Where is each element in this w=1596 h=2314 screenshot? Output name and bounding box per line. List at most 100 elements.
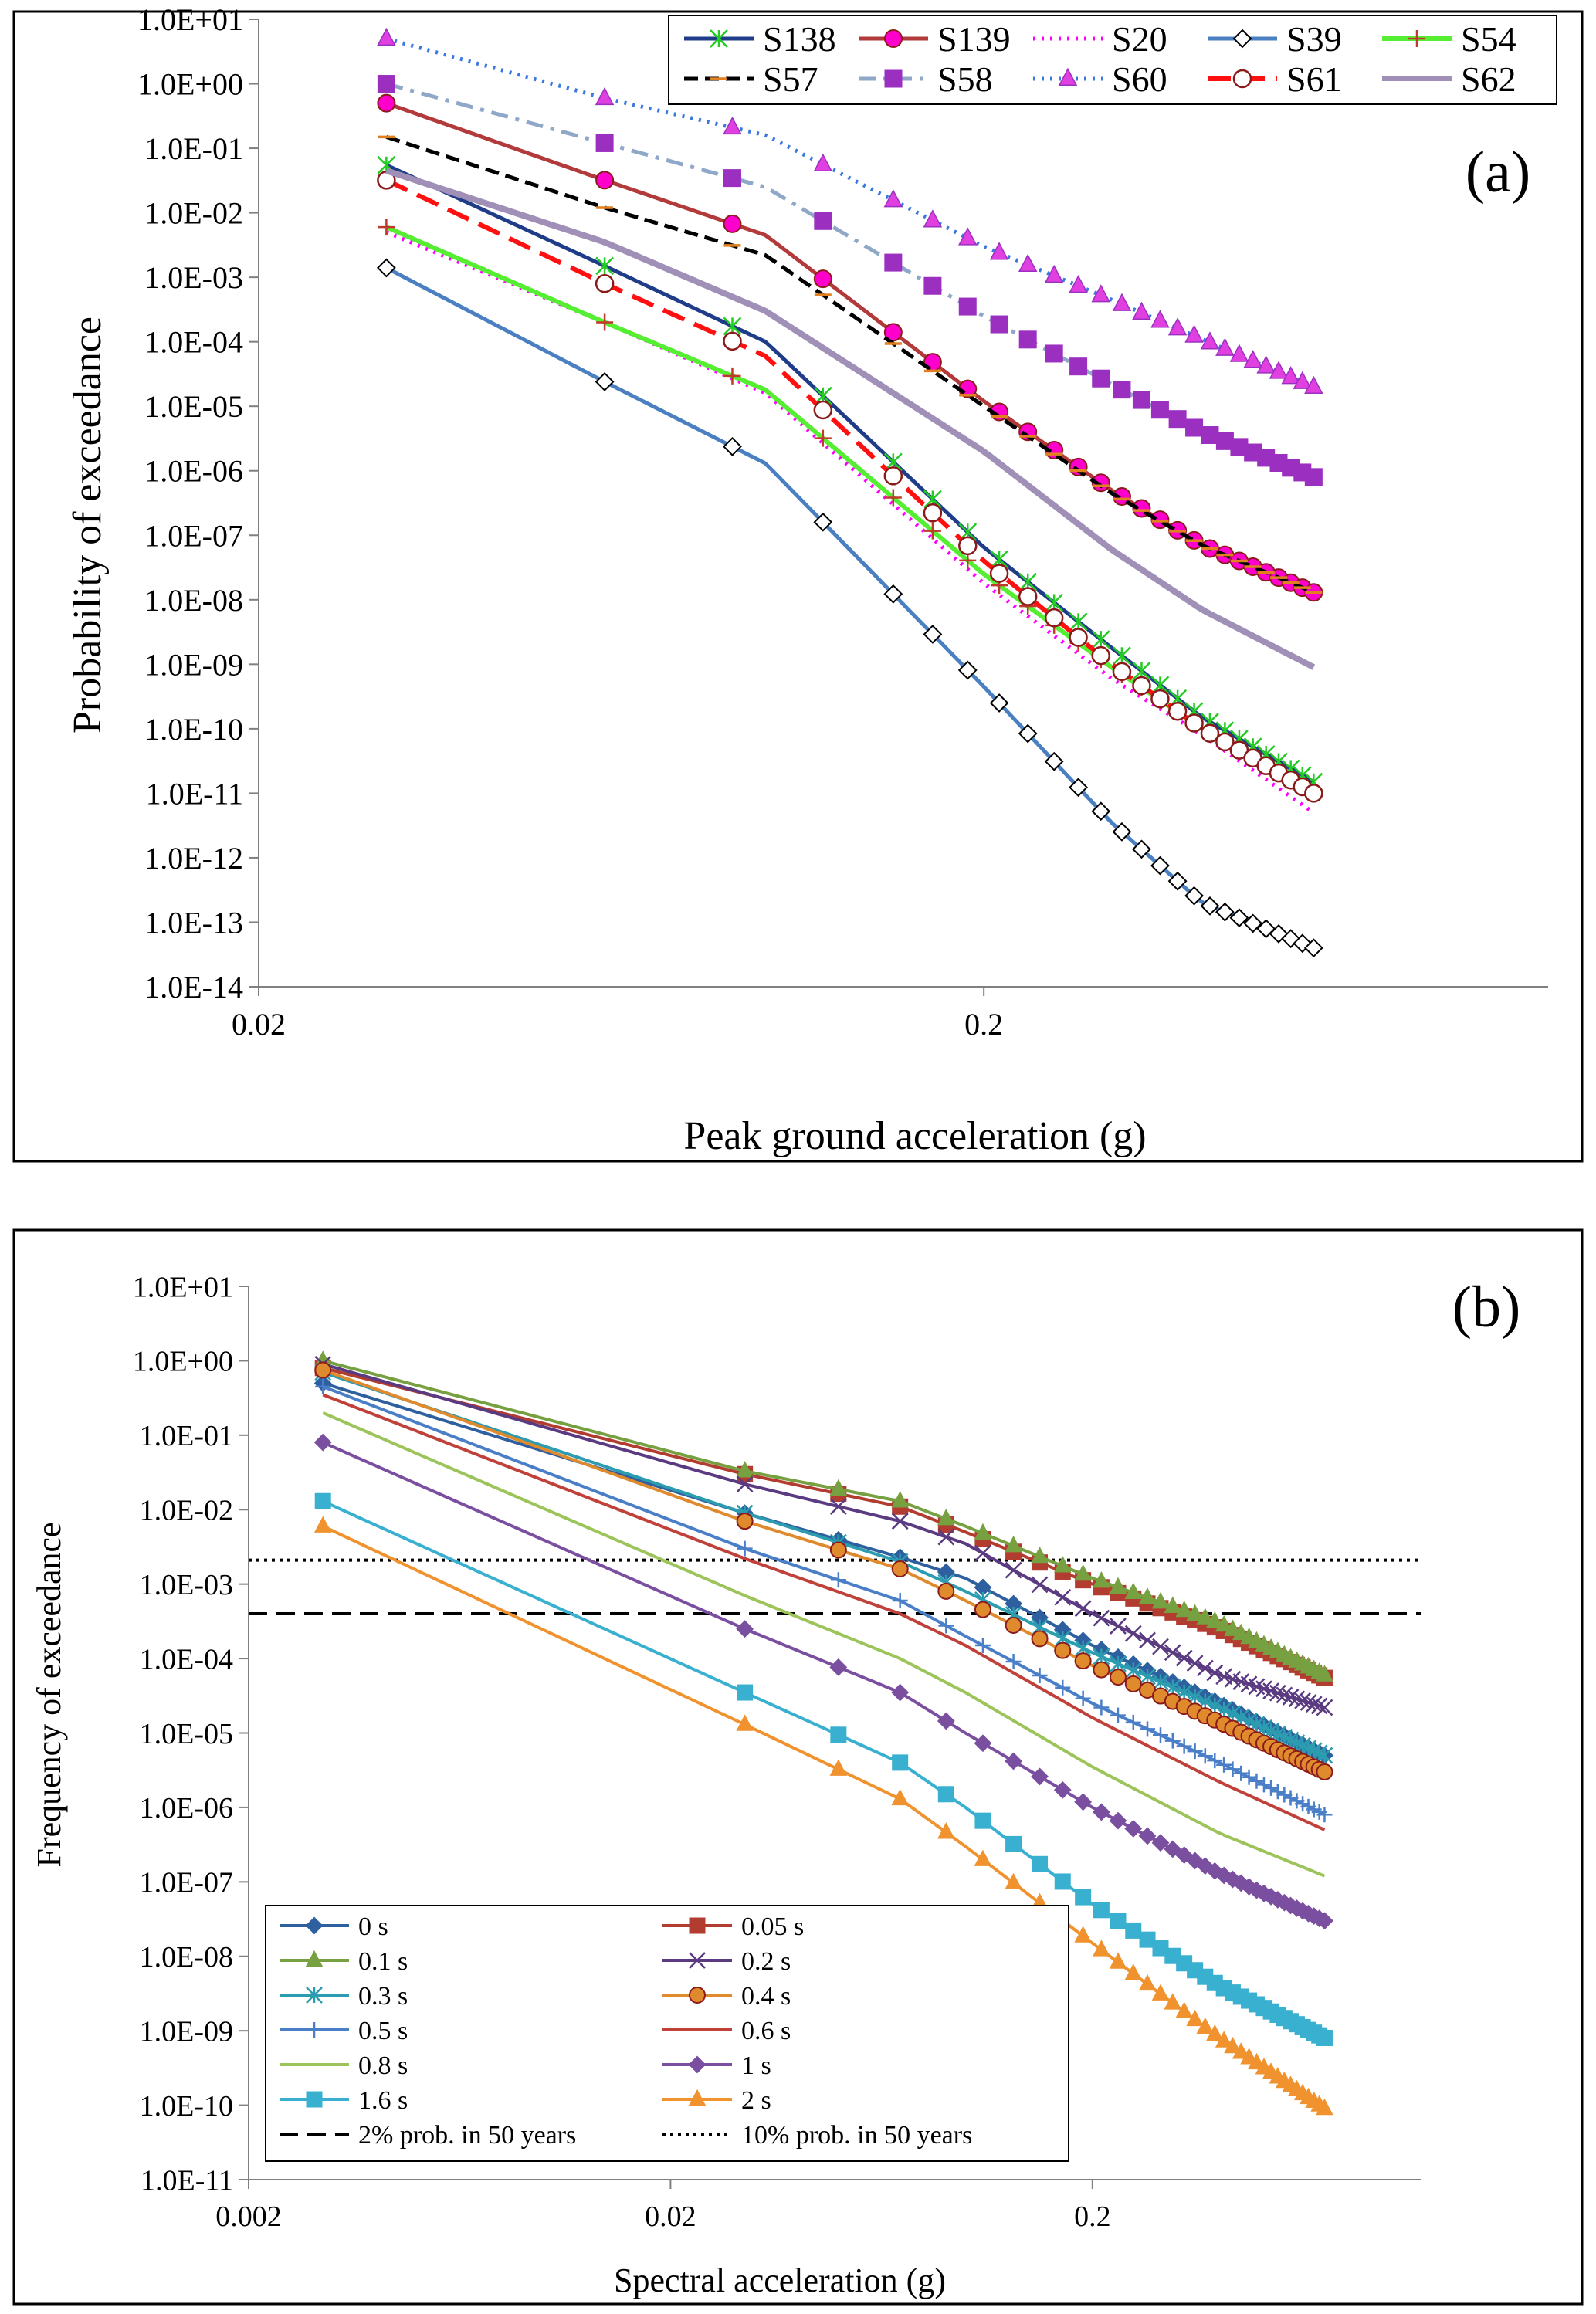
y-tick-label: 1.0E-04 (140, 1643, 233, 1675)
data-point (1093, 1699, 1110, 1716)
data-point (1262, 1682, 1279, 1699)
data-point (377, 75, 395, 93)
data-point (829, 1541, 847, 1559)
data-point (595, 134, 614, 152)
data-point (1164, 1733, 1181, 1749)
data-point (937, 1582, 955, 1600)
data-point (1091, 284, 1110, 303)
data-point (1044, 751, 1064, 771)
data-point (974, 1638, 991, 1654)
series-line (322, 1393, 1326, 1831)
data-point (829, 1658, 848, 1676)
data-point (923, 503, 943, 523)
data-point (1164, 1840, 1182, 1858)
y-tick-label: 1.0E-14 (144, 970, 243, 1005)
data-point (1074, 1600, 1092, 1618)
data-point (1196, 2017, 1215, 2034)
data-point (313, 1433, 332, 1452)
data-point (1113, 381, 1131, 399)
y-tick-label: 1.0E-10 (144, 712, 243, 747)
legend-marker (689, 1987, 706, 2004)
panel-a-label: (a) (1466, 140, 1530, 205)
data-point (1184, 886, 1204, 906)
data-point (1054, 1556, 1072, 1573)
data-point (1304, 375, 1323, 395)
legend-marker (307, 2022, 322, 2038)
series-line (322, 1362, 1326, 1709)
data-point (1139, 1631, 1156, 1649)
y-tick-label: 1.0E-06 (144, 454, 243, 489)
legend-box (265, 1905, 1069, 2162)
data-point (891, 1491, 909, 1508)
data-point (883, 584, 903, 604)
panel-b: 1.0E-11 1.0E-10 1.0E-09 1.0E-08 1.0E-07 1.0E-… (12, 1228, 1584, 2306)
data-point (595, 372, 615, 391)
data-point (1316, 1763, 1333, 1780)
data-point (1232, 2042, 1250, 2059)
y-tick-label: 1.0E-02 (144, 196, 243, 231)
legend-marker (1232, 69, 1252, 89)
data-point (1124, 1675, 1142, 1692)
data-point (1200, 723, 1220, 743)
data-point (736, 1620, 754, 1638)
data-point (596, 313, 614, 331)
data-point (974, 1523, 992, 1540)
data-point (1132, 391, 1150, 409)
legend-marker (1058, 67, 1078, 86)
data-point (1005, 1616, 1022, 1634)
data-point (1200, 331, 1220, 350)
legend-marker (305, 1950, 324, 1967)
series-S60 (377, 27, 1323, 395)
legend-label: 0.1 s (358, 1947, 408, 1976)
x-axis-title-a: Peak ground acceleration (g) (683, 1114, 1146, 1158)
y-tick-label: 1.0E+01 (133, 1271, 233, 1303)
legend-entry: S58 (859, 59, 993, 99)
data-point (1294, 1692, 1311, 1709)
legend-label: S139 (937, 19, 1011, 59)
y-tick-label: 1.0E-09 (144, 647, 243, 682)
legend-entry: 0.4 s (662, 1982, 791, 2011)
data-point (1069, 274, 1088, 293)
x-tick-label: 0.02 (232, 1007, 286, 1042)
data-point (595, 171, 615, 190)
data-point (1176, 1738, 1192, 1754)
data-point (1293, 371, 1313, 389)
data-point (595, 273, 615, 293)
data-point (937, 1786, 954, 1803)
series-S62 (385, 168, 1316, 670)
legend-label: 0.05 s (741, 1913, 804, 1941)
series-0.6 s (322, 1393, 1326, 1831)
y-axis-title-b: Frequency of exceedance (30, 1522, 68, 1867)
data-point (1091, 645, 1110, 666)
data-point (974, 1544, 991, 1562)
data-point (1184, 713, 1204, 733)
data-point (595, 256, 614, 276)
legend-entry: 0 s (280, 1913, 388, 1941)
legend-label: 0.4 s (741, 1982, 791, 2011)
legend-marker (306, 2091, 323, 2108)
data-point (723, 214, 742, 233)
data-point (1196, 1659, 1214, 1677)
legend-marker (884, 29, 903, 48)
data-point (989, 242, 1009, 260)
data-point (1075, 1690, 1091, 1706)
data-point (883, 466, 903, 486)
data-point (1206, 1664, 1224, 1682)
data-point (1032, 1667, 1048, 1683)
y-tick-label: 1.0E-13 (144, 905, 243, 940)
data-point (883, 323, 903, 342)
data-point (1316, 1912, 1333, 1930)
data-point (736, 1461, 754, 1478)
data-point (1069, 612, 1088, 632)
data-point (974, 1601, 991, 1618)
data-point (937, 1528, 955, 1546)
legend-entry: 0.2 s (662, 1947, 791, 1976)
x-tick-label: 0.2 (964, 1007, 1003, 1042)
data-point (884, 489, 902, 507)
data-point (1229, 740, 1249, 760)
data-point (829, 1759, 848, 1776)
data-point (1224, 1619, 1242, 1636)
data-point (974, 1734, 992, 1753)
data-point (937, 1822, 955, 1839)
data-point (1005, 1872, 1022, 1890)
